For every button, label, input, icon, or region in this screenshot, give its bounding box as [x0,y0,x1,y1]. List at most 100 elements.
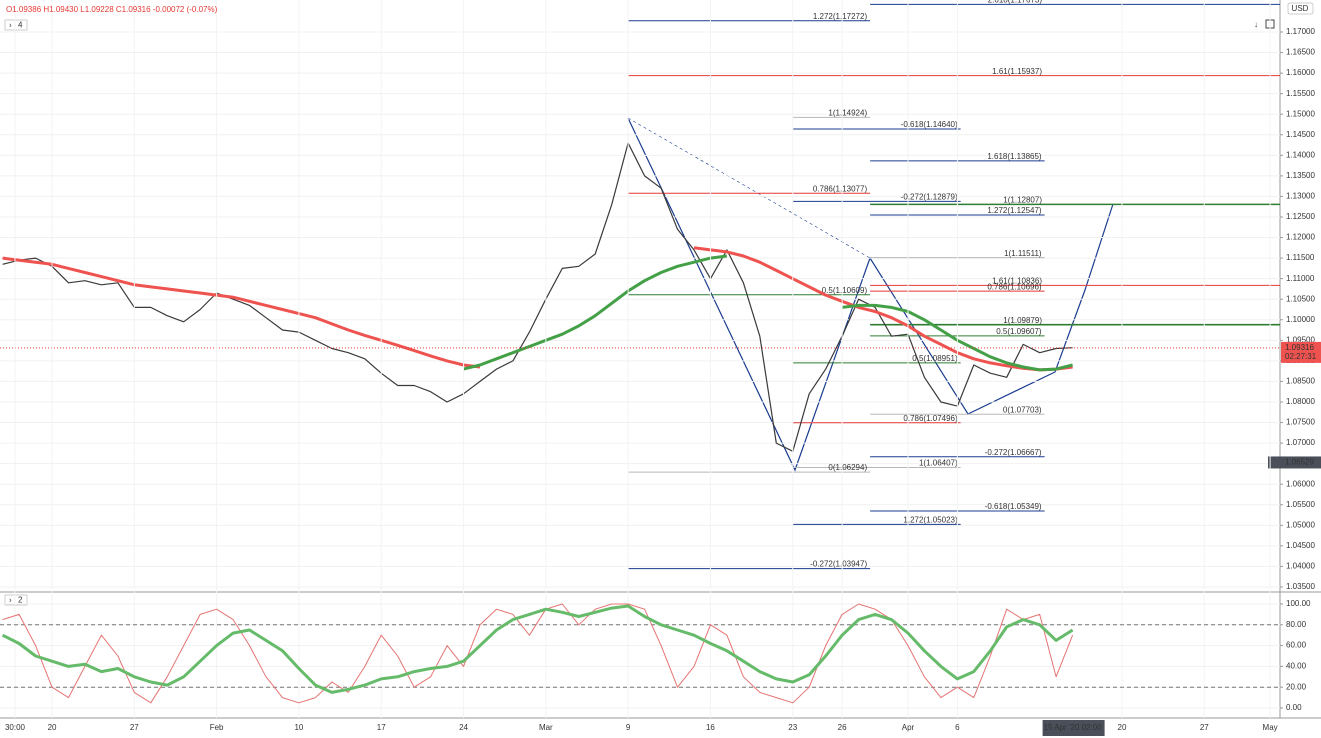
pane-toggle[interactable] [4,594,28,606]
y-tick-label: 40.00 [1286,662,1307,671]
y-tick-label: 1.04500 [1286,541,1315,550]
fib-label: 0.5(1.10609) [822,286,868,295]
fib-label: 1(1.11511) [1004,249,1042,258]
last-price-box [1281,341,1321,363]
y-tick-label: 1.15000 [1286,109,1315,118]
cursor-time-label: 15 Apr '20 02:00 [1044,723,1103,732]
currency: USD [1292,4,1309,13]
x-tick-label: 20 [1118,723,1127,732]
y-tick-label: 20.00 [1286,682,1307,691]
series-line [2,256,481,369]
pane-toggle-icon: › [9,596,12,605]
series-line [2,142,1073,452]
y-tick-label: 100.00 [1286,599,1311,608]
y-tick-label: 1.12500 [1286,212,1315,221]
series-line [1,604,1074,694]
x-tick-label: 24 [459,723,468,732]
y-tick-label: 1.10500 [1286,294,1315,303]
y-tick-label: 1.03500 [1286,582,1315,591]
y-tick-label: 60.00 [1286,641,1307,650]
fib-label: 1.61(1.10836) [992,277,1042,286]
fib-label: 0(1.07703) [1003,405,1042,414]
y-tick-label: 1.11000 [1286,274,1315,283]
countdown-label: 02:27:31 [1285,352,1317,361]
x-tick-label: 16 [706,723,715,732]
x-tick-label: 10 [294,723,303,732]
currency-box[interactable] [1287,2,1314,15]
fib-label: -0.618(1.14640) [901,120,958,129]
fib-label: 1(1.14924) [828,108,867,117]
fib-label: 1.272(1.05023) [903,515,958,524]
fib-label: 2.618(1.17673) [988,0,1043,4]
y-tick-label: 1.17000 [1286,27,1315,36]
y-tick-label: 1.04000 [1286,562,1315,571]
y-tick-label: 0.00 [1286,703,1302,712]
x-tick-label: 9 [626,723,631,732]
x-tick-label: Feb [210,723,224,732]
x-tick-label: Apr [902,723,915,732]
y-tick-label: 80.00 [1286,620,1307,629]
fib-label: 0.786(1.10696) [987,282,1042,291]
fib-label: 0.786(1.13077) [813,184,868,193]
y-tick-label: 1.13500 [1286,171,1315,180]
pane-count: 4 [18,21,23,30]
y-tick-label: 1.06000 [1286,479,1315,488]
fib-label: 0.5(1.08951) [912,354,958,363]
fib-label: 1.272(1.17272) [813,12,868,21]
y-tick-label: 1.16000 [1286,68,1315,77]
x-tick-label: 17 [377,723,386,732]
series-line [693,246,1073,372]
fib-label: 0(1.06294) [828,463,867,472]
fib-label: 0.786(1.07496) [903,414,958,423]
fib-label: 1.272(1.12547) [987,206,1042,215]
y-tick-label: 1.08500 [1286,377,1315,386]
collapse-button[interactable]: ↓ [1254,20,1258,29]
y-tick-label: 1.07000 [1286,438,1315,447]
y-tick-label: 1.11500 [1286,253,1315,262]
x-tick-label: 30:00 [5,723,26,732]
x-tick-label: Mar [539,723,553,732]
y-tick-label: 1.16500 [1286,48,1315,57]
y-tick-label: 1.05500 [1286,500,1315,509]
fib-label: 0.5(1.09607) [996,327,1042,336]
cursor-price-box [1268,456,1321,469]
x-tick-label: 27 [130,723,139,732]
cursor-price-label: 1.06529 [1285,458,1314,467]
fib-label: -0.272(1.06667) [985,448,1042,457]
cursor-time-box [1042,720,1105,736]
fib-label: -0.618(1.05349) [985,502,1042,511]
fib-label: 1(1.06407) [919,459,958,468]
pane-toggle[interactable] [4,19,28,31]
y-tick-label: 1.13000 [1286,192,1315,201]
series-line [463,254,728,371]
y-tick-label: 1.10000 [1286,315,1315,324]
x-tick-label: 6 [955,723,960,732]
fib-label: -0.272(1.12879) [901,193,958,202]
y-tick-label: 1.12000 [1286,233,1315,242]
fib-label: 1(1.12807) [1003,195,1042,204]
x-tick-label: 27 [1200,723,1209,732]
x-tick-label: 23 [788,723,797,732]
x-tick-label: 26 [838,723,847,732]
y-tick-label: 1.14000 [1286,150,1315,159]
x-tick-label: May [1263,723,1278,732]
y-tick-label: 1.14500 [1286,130,1315,139]
y-tick-label: 1.15500 [1286,89,1315,98]
fib-label: 1.618(1.13865) [987,152,1042,161]
y-tick-label: 1.09500 [1286,335,1315,344]
pattern-drawing [627,117,871,259]
y-tick-label: 1.08000 [1286,397,1315,406]
x-tick-label: 20 [48,723,57,732]
series-line [2,603,1074,704]
last-price-label: 1.09316 [1285,343,1314,352]
pane-label: 2 [18,596,23,605]
fib-label: 1.61(1.15937) [992,67,1042,76]
pane-toggle-icon: › [9,21,12,30]
y-tick-label: 1.05000 [1286,520,1315,529]
ohlc-readout: O1.09386 H1.09430 L1.09228 C1.09316 -0.0… [6,5,218,14]
fib-label: 1(1.09879) [1003,316,1042,325]
y-tick-label: 1.07500 [1286,418,1315,427]
